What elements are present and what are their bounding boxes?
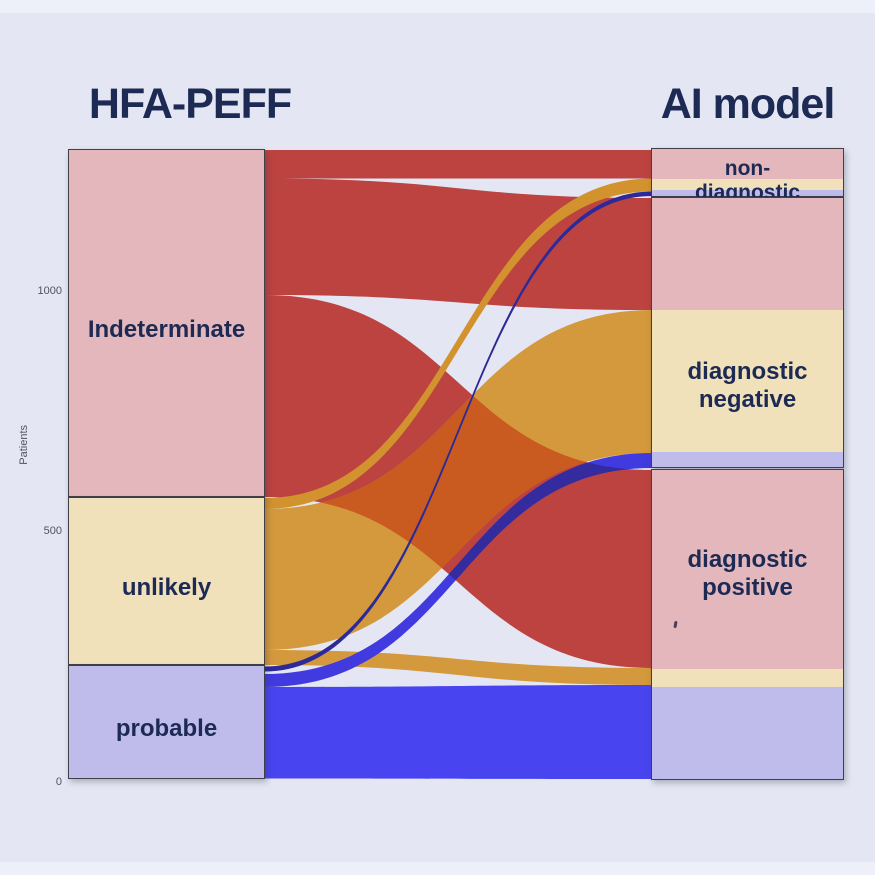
flow-Indeterminate-to-non-diagnostic xyxy=(264,150,652,179)
node-composition xyxy=(652,198,843,467)
node-indeterminate: Indeterminate xyxy=(68,149,265,497)
node-composition-stripe xyxy=(652,190,843,196)
node-probable-label: probable xyxy=(115,715,218,743)
node-unlikely-label: unlikely xyxy=(121,574,212,602)
node-composition-stripe xyxy=(652,470,843,670)
y-tick-0: 0 xyxy=(55,776,62,788)
node-composition-stripe xyxy=(652,310,843,453)
flow-probable-to-non-diagnostic xyxy=(264,191,652,672)
y-tick-1000: 1000 xyxy=(37,285,62,297)
node-composition-stripe xyxy=(652,179,843,191)
left-column-title: HFA-PEFF xyxy=(88,80,292,128)
frame-strip-top xyxy=(0,0,875,13)
node-diagnostic-positive: diagnostic positive xyxy=(651,469,844,780)
node-composition-stripe xyxy=(652,686,843,779)
node-diagnostic-positive-label: diagnostic positive xyxy=(687,546,808,601)
node-composition xyxy=(652,149,843,196)
node-non-diagnostic: non-diagnostic xyxy=(651,148,844,204)
node-probable: probable xyxy=(68,665,265,779)
node-composition-stripe xyxy=(652,452,843,467)
right-column-title: AI model xyxy=(660,80,836,128)
frame-strip-bottom xyxy=(0,862,875,875)
node-unlikely: unlikely xyxy=(68,497,265,665)
flow-probable-to-diagnostic-positive xyxy=(264,685,652,779)
node-diagnostic-negative: diagnostic negative xyxy=(651,197,844,468)
node-composition-stripe xyxy=(652,198,843,311)
node-composition xyxy=(652,470,843,779)
y-tick-500: 500 xyxy=(43,525,62,537)
node-composition-stripe xyxy=(652,149,843,180)
flow-unlikely-to-non-diagnostic xyxy=(264,178,652,509)
node-composition-stripe xyxy=(652,669,843,687)
flow-Indeterminate-to-diagnostic-negative xyxy=(264,178,652,310)
overlap-blue-over-red xyxy=(264,453,652,668)
node-diagnostic-negative-label: diagnostic negative xyxy=(687,358,808,413)
node-indeterminate-label: Indeterminate xyxy=(87,316,246,344)
